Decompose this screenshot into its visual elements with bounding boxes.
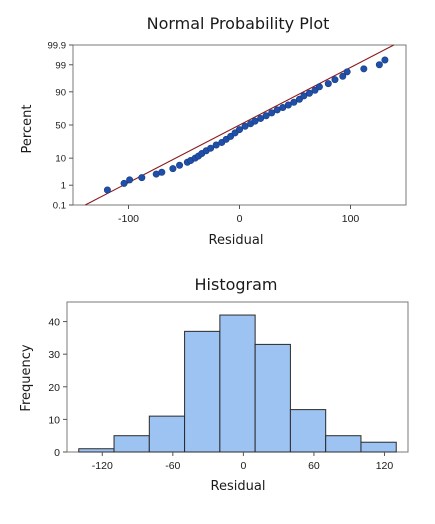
hist-bar [184, 330, 221, 453]
npp-point [284, 101, 292, 109]
npp-point [126, 176, 134, 184]
hist-bar [148, 415, 186, 453]
npp-point [138, 174, 146, 182]
npp-point [236, 126, 244, 134]
hist-bars [78, 314, 397, 453]
npp-point [360, 65, 368, 73]
hist-x-tick-label: 60 [308, 460, 320, 472]
hist-bar [360, 441, 397, 453]
npp-x-axis-label: Residual [209, 233, 264, 248]
npp-y-tick-label: 10 [55, 154, 66, 165]
npp-point [381, 56, 389, 64]
hist-y-axis-label: Frequency [19, 344, 34, 411]
hist-bar [78, 448, 115, 453]
hist-title: Histogram [195, 275, 278, 294]
npp-point [290, 98, 298, 106]
hist-x-tick-label: -120 [92, 460, 113, 472]
npp-fit-line [84, 44, 395, 206]
hist-y-tick-label: 10 [48, 414, 60, 426]
hist-x-tick-label: 0 [240, 460, 246, 472]
npp-y-axis-label: Percent [20, 105, 35, 154]
npp-y-tick-label: 99.9 [48, 41, 67, 52]
npp-point [241, 122, 249, 130]
hist-y-tick-label: 30 [48, 349, 60, 361]
npp-point [251, 117, 259, 125]
hist-bar [254, 343, 291, 453]
npp-point [176, 161, 184, 169]
hist-x-tick-label: 120 [376, 460, 394, 472]
hist-bar [219, 314, 256, 453]
normal-probability-plot: Normal Probability Plot 0.1 1 10 50 90 99 99.9… [20, 14, 407, 248]
npp-title: Normal Probability Plot [147, 14, 330, 33]
npp-point [339, 72, 347, 80]
hist-y-tick-label: 20 [48, 382, 60, 394]
npp-y-axis: 0.1 1 10 50 90 99 99.9 [48, 41, 73, 212]
npp-point [257, 114, 265, 122]
hist-y-tick-label: 40 [48, 317, 60, 329]
npp-point [120, 179, 128, 187]
npp-point [169, 165, 177, 173]
npp-x-tick-label: -100 [118, 213, 139, 225]
hist-y-axis: 0 10 20 30 40 [48, 317, 67, 459]
npp-y-tick-label: 90 [55, 87, 66, 98]
npp-point [375, 61, 383, 69]
hist-bar [289, 409, 327, 453]
npp-point [315, 83, 323, 91]
hist-bar [113, 435, 150, 453]
npp-y-tick-label: 50 [55, 121, 66, 132]
npp-x-axis: -100 0 100 [118, 205, 359, 225]
npp-point [262, 112, 270, 120]
npp-point [305, 89, 313, 97]
npp-y-tick-label: 0.1 [53, 201, 66, 212]
hist-x-axis: -120 -60 0 60 120 [92, 452, 394, 472]
npp-point [158, 168, 166, 176]
npp-points [103, 56, 389, 194]
npp-x-tick-label: 0 [237, 213, 243, 225]
npp-point [207, 144, 215, 152]
npp-y-tick-label: 99 [55, 60, 66, 71]
hist-bar [325, 435, 362, 453]
npp-point [103, 186, 111, 194]
npp-point [331, 76, 339, 84]
npp-point [343, 68, 351, 76]
hist-x-axis-label: Residual [211, 479, 266, 494]
npp-point [268, 109, 276, 117]
npp-y-tick-label: 1 [61, 181, 66, 192]
hist-x-tick-label: -60 [165, 460, 180, 472]
npp-x-tick-label: 100 [342, 213, 360, 225]
hist-y-tick-label: 0 [54, 447, 60, 459]
histogram-plot: Histogram 0 10 20 30 40 -120 -60 0 60 120 Residu… [19, 275, 409, 494]
npp-point [324, 80, 332, 88]
